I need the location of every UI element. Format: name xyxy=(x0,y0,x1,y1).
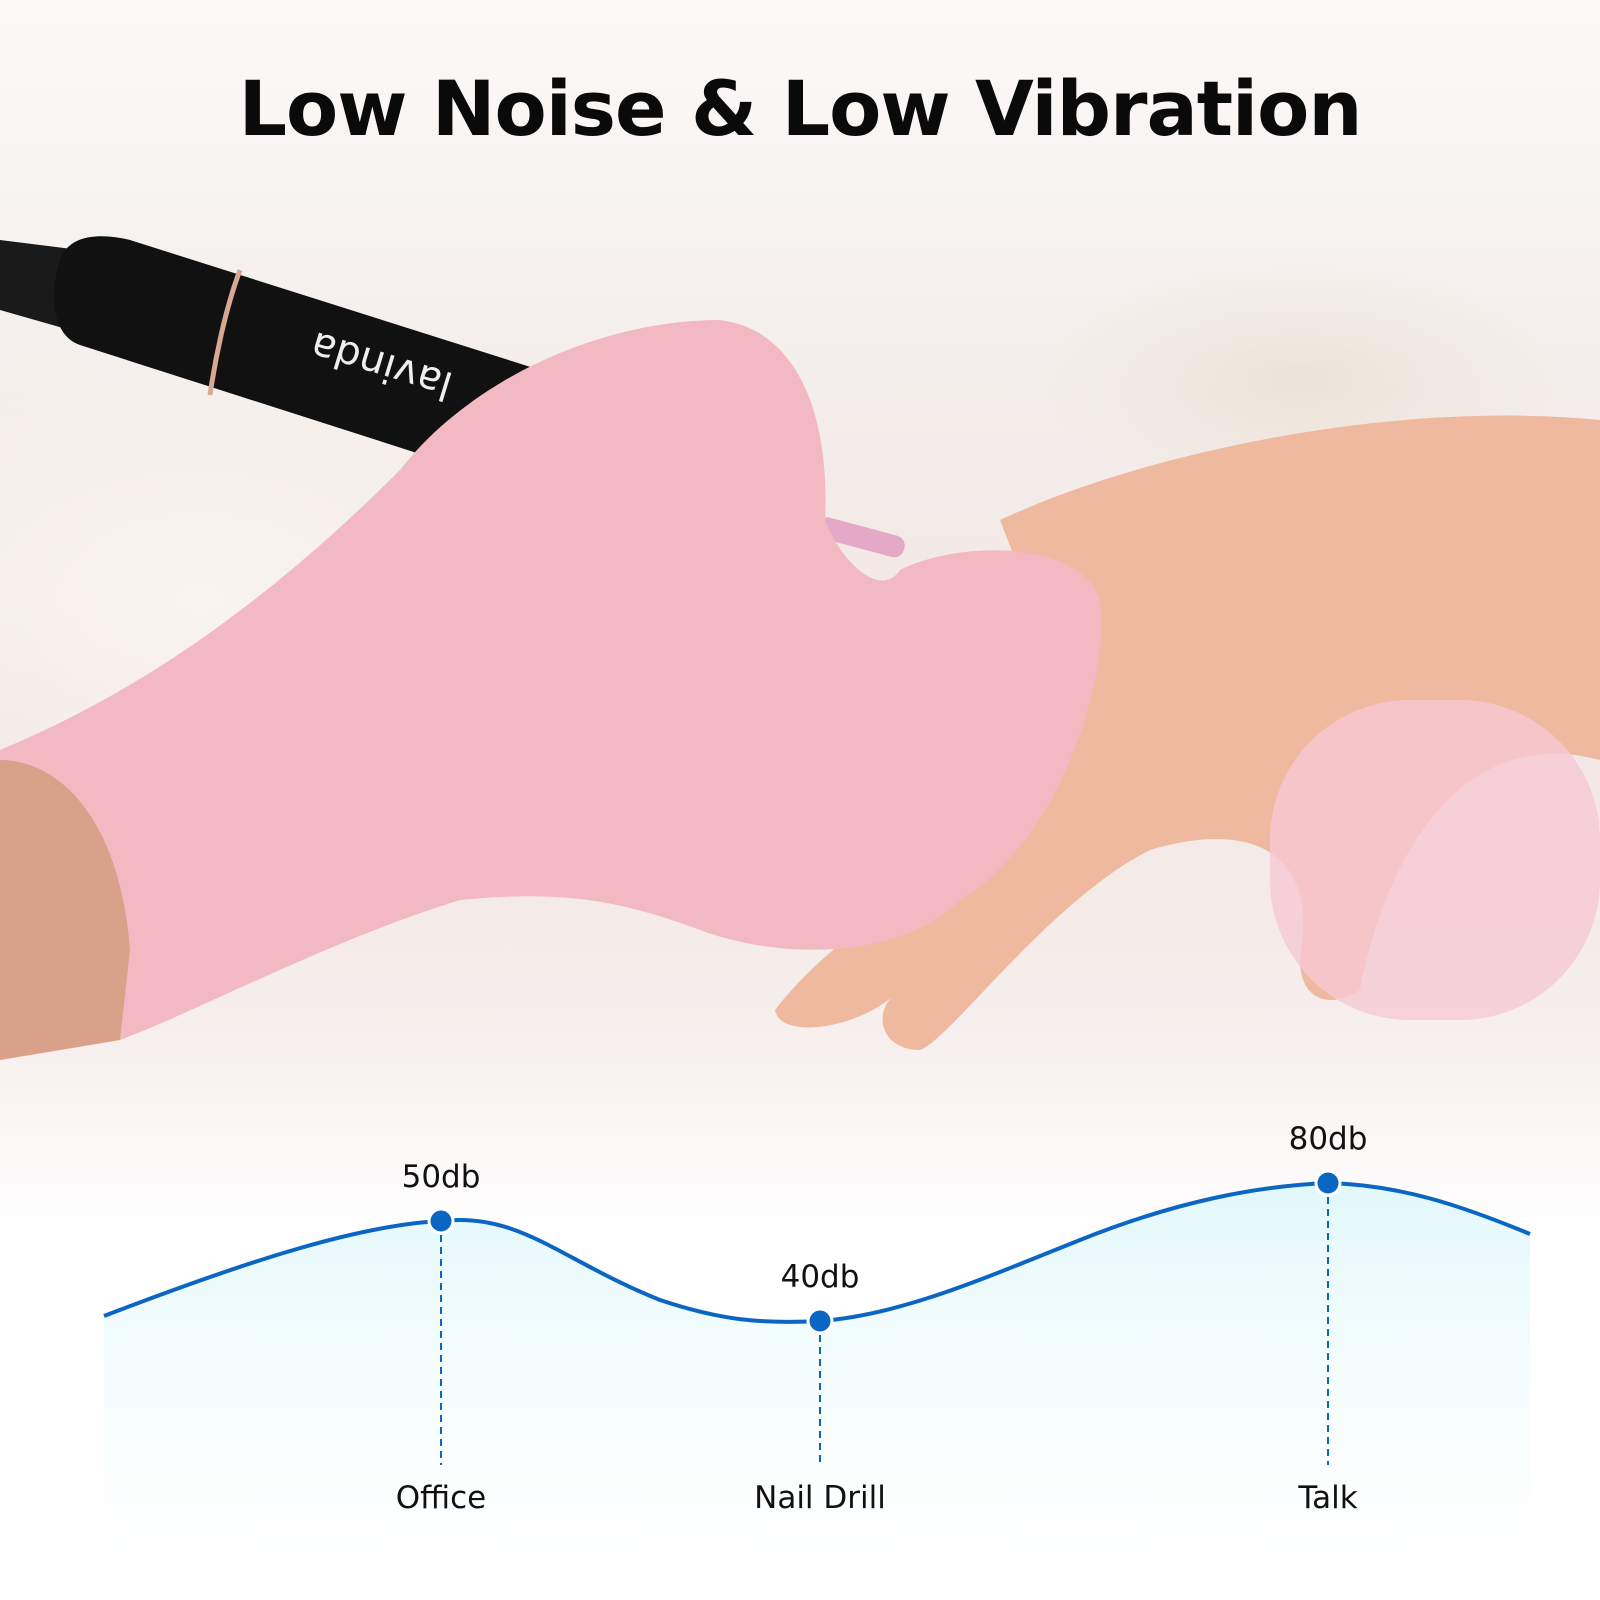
category-label: Office xyxy=(395,1480,487,1516)
nail-drill-handpiece: lavinda xyxy=(0,236,905,558)
data-point-office xyxy=(427,1207,455,1235)
pink-towel xyxy=(1270,700,1600,1020)
data-point-nail-drill xyxy=(806,1307,834,1335)
category-label: Nail Drill xyxy=(754,1480,886,1516)
manicure-illustration: lavinda xyxy=(0,236,1600,1060)
chart-area-fill xyxy=(104,1183,1530,1560)
data-point-talk xyxy=(1314,1169,1342,1197)
category-label: Talk xyxy=(1298,1480,1358,1516)
client-hand xyxy=(775,415,1600,1051)
pink-gloved-hand xyxy=(0,320,1102,1060)
page-title: Low Noise & Low Vibration xyxy=(238,64,1363,153)
value-label: 80db xyxy=(1288,1121,1368,1157)
value-label: 40db xyxy=(780,1259,860,1295)
value-label: 50db xyxy=(401,1159,481,1195)
